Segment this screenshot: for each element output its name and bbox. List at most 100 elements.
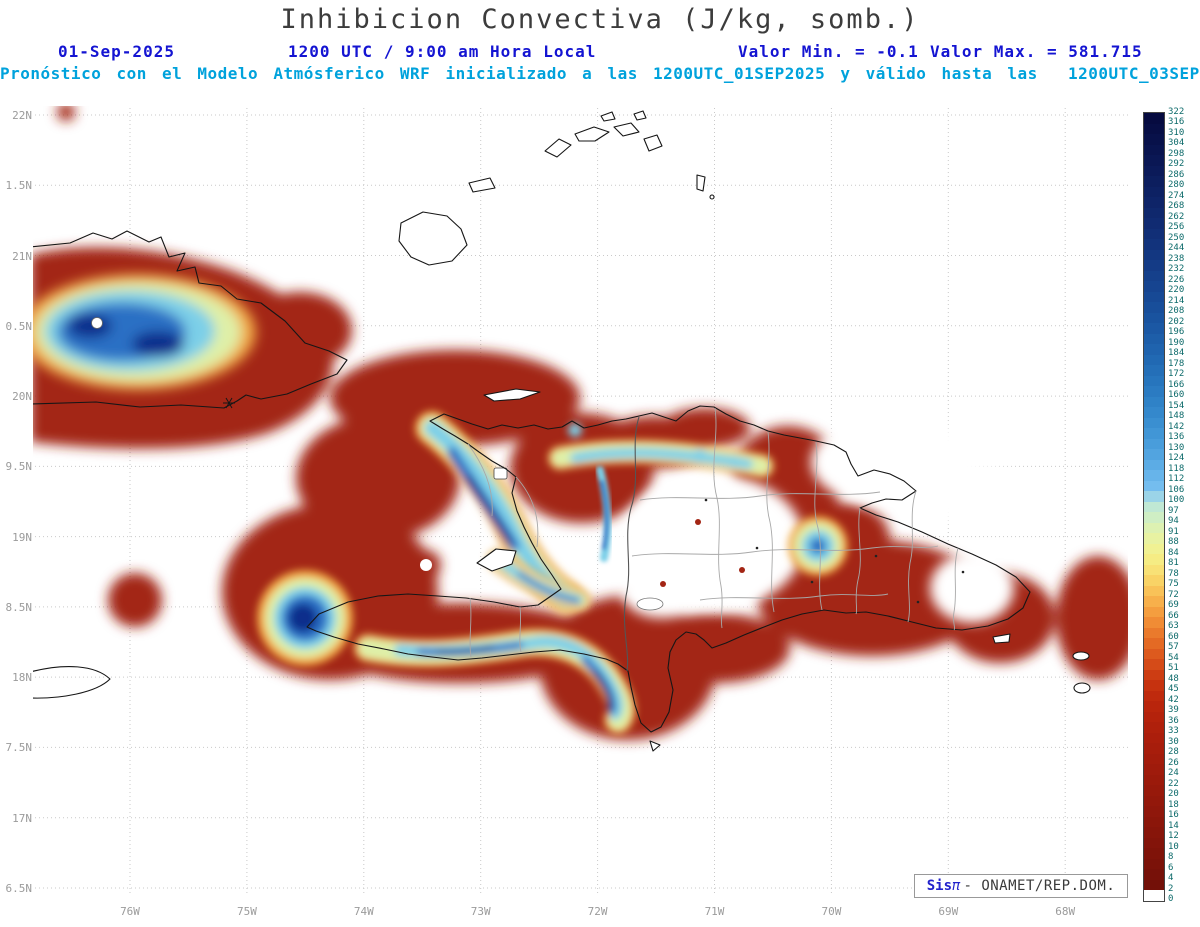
colorbar-cell	[1144, 186, 1164, 197]
colorbar-cell	[1144, 575, 1164, 586]
colorbar-tick-label: 160	[1168, 390, 1185, 400]
north-coast-band	[548, 423, 774, 478]
colorbar-cell	[1144, 312, 1164, 323]
colorbar-cell	[1144, 207, 1164, 218]
colorbar-tick-label: 97	[1168, 505, 1179, 516]
colorbar-tick-label: 238	[1168, 253, 1185, 264]
lat-tick-label: 20N	[12, 390, 32, 404]
colorbar-tick-label: 208	[1168, 306, 1185, 316]
colorbar-cell	[1144, 459, 1164, 470]
run-date: 01-Sep-2025	[58, 42, 175, 61]
colorbar-cell	[1144, 155, 1164, 166]
colorbar-tick-label: 60	[1168, 631, 1179, 642]
colorbar-tick-label: 256	[1168, 222, 1185, 232]
colorbar-tick-label: 48	[1168, 673, 1179, 684]
colorbar-tick-label: 322	[1168, 106, 1185, 117]
forecast-line: Pronóstico con el Modelo Atmósferico WRF…	[0, 64, 1200, 83]
lat-tick-label: 22N	[12, 109, 32, 122]
colorbar-tick-label: 54	[1168, 652, 1179, 663]
colorbar-tick-label: 91	[1168, 526, 1179, 537]
colorbar-cell	[1144, 260, 1164, 271]
colorbar-cell	[1144, 501, 1164, 512]
lon-tick-label: 69W	[938, 905, 959, 918]
colorbar-tick-label: 268	[1168, 201, 1185, 211]
peninsula-streak	[354, 628, 636, 734]
colorbar-cell	[1144, 596, 1164, 607]
colorbar-cell	[1144, 690, 1164, 701]
haiti-dr-border	[623, 416, 640, 672]
colorbar-tick-label: 78	[1168, 568, 1179, 579]
colorbar-tick-label: 36	[1168, 715, 1179, 726]
colorbar-tick-label: 12	[1168, 831, 1179, 841]
colorbar-tick-label: 30	[1168, 736, 1179, 747]
colorbar-cell	[1144, 827, 1164, 838]
admin-boundaries	[467, 407, 959, 672]
colorbar-tick-label: 262	[1168, 211, 1185, 222]
colorbar-tick-label: 72	[1168, 589, 1179, 600]
colorbar-tick-label: 130	[1168, 442, 1185, 453]
colorbar-tick-label: 0	[1168, 894, 1174, 904]
colorbar-tick-label: 190	[1168, 337, 1185, 348]
colorbar-cell	[1144, 858, 1164, 869]
colorbar-tick-label: 8	[1168, 852, 1174, 862]
colorbar-cell	[1144, 249, 1164, 260]
colorbar-cell	[1144, 449, 1164, 460]
colorbar-cell	[1144, 890, 1164, 901]
colorbar-cell	[1144, 533, 1164, 544]
colorbar-cell	[1144, 848, 1164, 859]
colorbar-tick-label: 24	[1168, 768, 1179, 778]
border-streak	[596, 466, 612, 562]
colorbar-cell	[1144, 323, 1164, 334]
small-features	[91, 317, 745, 611]
colorbar-tick-label: 45	[1168, 684, 1179, 694]
colorbar-tick-label: 20	[1168, 789, 1179, 799]
value-max-label: Valor Max. = 581.715	[930, 42, 1143, 61]
colorbar-cell	[1144, 428, 1164, 439]
colorbar-cell	[1144, 659, 1164, 670]
lat-tick-label: 6.5N	[5, 881, 33, 895]
colorbar-cell	[1144, 228, 1164, 239]
colorbar-tick-label: 14	[1168, 820, 1179, 831]
colorbar-cell	[1144, 123, 1164, 134]
colorbar-cell	[1144, 270, 1164, 281]
colorbar-tick-label: 94	[1168, 516, 1179, 526]
lon-tick-label: 68W	[1055, 905, 1076, 918]
colorbar-cell	[1144, 512, 1164, 523]
colorbar-tick-label: 18	[1168, 799, 1179, 810]
lon-tick-label: 73W	[470, 905, 491, 918]
colorbar-tick-label: 136	[1168, 432, 1185, 442]
colorbar-cell	[1144, 417, 1164, 428]
colorbar-cell	[1144, 113, 1164, 124]
colorbar-cell	[1144, 134, 1164, 145]
colorbar-tick-label: 124	[1168, 453, 1185, 463]
lat-tick-label: 19N	[12, 530, 32, 544]
colorbar-cell	[1144, 176, 1164, 187]
lat-tick-label: 21N	[12, 249, 32, 263]
colorbar-cell	[1144, 165, 1164, 176]
east-curl-max	[788, 516, 848, 576]
colorbar-tick-label: 232	[1168, 264, 1185, 274]
colorbar-tick-label: 220	[1168, 285, 1185, 295]
jamaica-coastline	[33, 665, 111, 699]
colorbar-cell	[1144, 302, 1164, 313]
colorbar-cell	[1144, 480, 1164, 491]
colorbar-cell	[1144, 144, 1164, 155]
city-marker	[223, 397, 235, 409]
small-islands	[398, 110, 1091, 752]
colorbar-cell	[1144, 554, 1164, 565]
province-boundaries	[467, 407, 959, 658]
colorbar-tick-label: 148	[1168, 411, 1185, 421]
colorbar-cell	[1144, 386, 1164, 397]
colorbar-cell	[1144, 732, 1164, 743]
colorbar-cell	[1144, 407, 1164, 418]
colorbar-cell	[1144, 344, 1164, 355]
colorbar-tick-label: 84	[1168, 547, 1179, 558]
colorbar-cell	[1144, 522, 1164, 533]
colorbar-cell	[1144, 722, 1164, 733]
colorbar-tick-label: 166	[1168, 379, 1185, 390]
colorbar-cell	[1144, 743, 1164, 754]
colorbar-cell	[1144, 564, 1164, 575]
colorbar-labels: 322 316 310 304 298 292 286 280 274 268 262 256 250 2…	[1168, 0, 1200, 927]
cuba-max	[33, 274, 256, 390]
colorbar-cell	[1144, 806, 1164, 817]
